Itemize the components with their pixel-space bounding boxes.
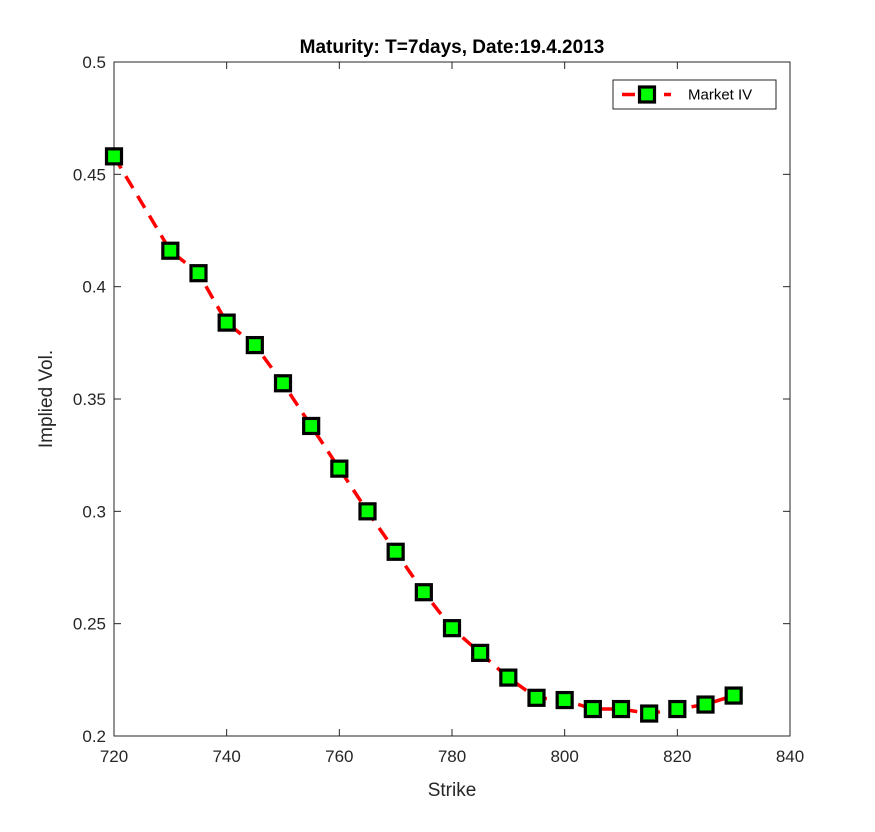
series-line-market-iv — [112, 155, 735, 716]
data-point-marker — [724, 686, 743, 705]
data-point-marker — [104, 147, 124, 166]
x-tick-label: 740 — [212, 747, 240, 766]
x-tick-label: 820 — [663, 747, 691, 766]
x-tick-label: 760 — [325, 747, 353, 766]
data-point-marker — [189, 264, 208, 283]
chart-title: Maturity: T=7days, Date:19.4.2013 — [300, 37, 605, 58]
y-tick-label: 0.35 — [73, 390, 106, 409]
data-point-marker — [499, 668, 518, 687]
data-point-marker — [668, 699, 687, 719]
x-tick-label: 800 — [550, 747, 578, 766]
x-tick-label: 840 — [776, 747, 804, 766]
x-tick-label: 720 — [100, 747, 128, 766]
data-point-marker — [640, 704, 659, 723]
y-axis-label: Implied Vol. — [36, 350, 57, 448]
data-point-marker — [471, 643, 490, 662]
data-point-marker — [555, 690, 574, 710]
y-tick-label: 0.5 — [82, 53, 106, 72]
y-tick-label: 0.3 — [82, 502, 106, 521]
x-tick-label: 780 — [438, 747, 466, 766]
data-point-marker — [217, 313, 236, 332]
data-point-marker — [696, 695, 715, 714]
legend-entry-label: Market IV — [688, 87, 752, 104]
data-point-marker — [161, 241, 180, 260]
data-point-marker — [611, 699, 631, 719]
data-point-marker — [245, 335, 264, 355]
data-point-marker — [414, 583, 433, 602]
x-axis-label: Strike — [428, 780, 477, 801]
data-point-marker — [442, 619, 462, 638]
data-point-marker — [330, 459, 349, 478]
data-point-marker — [583, 699, 602, 719]
y-tick-label: 0.4 — [82, 278, 106, 297]
y-tick-label: 0.45 — [73, 165, 106, 184]
data-point-marker — [273, 374, 293, 393]
legend-marker-sample — [637, 85, 657, 104]
data-point-marker — [302, 416, 321, 436]
data-point-marker — [386, 542, 405, 561]
y-tick-label: 0.2 — [82, 727, 106, 746]
y-tick-label: 0.25 — [73, 615, 106, 634]
data-point-marker — [358, 502, 377, 521]
data-point-marker — [527, 688, 546, 707]
